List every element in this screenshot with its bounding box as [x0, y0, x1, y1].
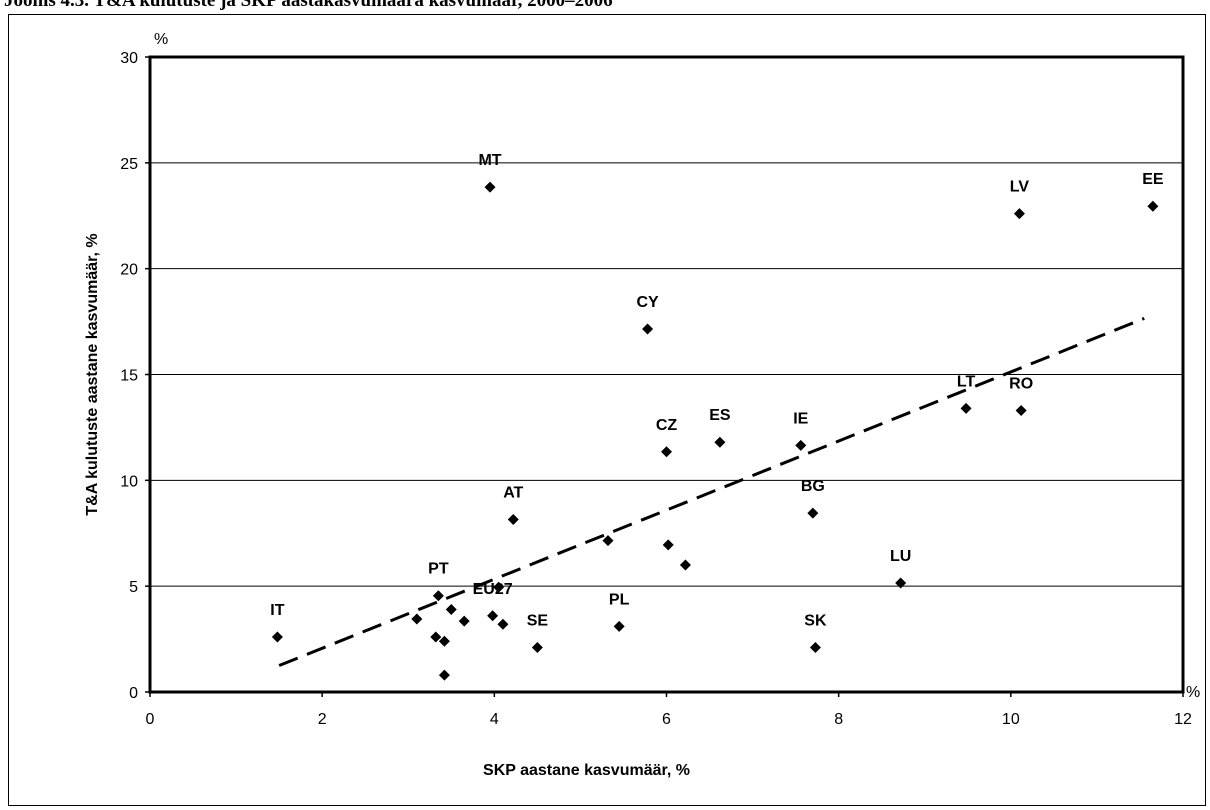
point-label: MT — [478, 152, 501, 169]
x-tick-label: 4 — [490, 711, 499, 728]
data-point — [642, 323, 654, 335]
trendline-group — [278, 317, 1145, 667]
data-point — [602, 535, 614, 547]
y-tick-label: 10 — [120, 473, 138, 490]
chart-frame — [8, 14, 1206, 806]
point-label: RO — [1009, 375, 1033, 392]
point-label: IE — [793, 410, 808, 427]
y-tick-label: 0 — [129, 685, 138, 702]
data-points — [271, 181, 1159, 681]
point-label: IT — [270, 602, 284, 619]
point-label: SK — [804, 613, 827, 630]
x-axis-title: SKP aastane kasvumäär, % — [483, 762, 690, 779]
y-tick-label: 20 — [120, 262, 138, 279]
point-label: LV — [1010, 179, 1030, 196]
point-label: SE — [527, 613, 549, 630]
x-tick-label: 10 — [1002, 711, 1020, 728]
data-point — [507, 513, 519, 525]
figure-caption: Joonis 4.3. T&A kulutuste ja SKP aastaka… — [4, 0, 613, 11]
point-label: PT — [428, 561, 449, 578]
data-point — [809, 642, 821, 654]
data-point — [714, 436, 726, 448]
point-label: AT — [503, 484, 523, 501]
point-label: BG — [801, 478, 825, 495]
data-point — [531, 642, 543, 654]
data-point — [679, 559, 691, 571]
figure-caption-clip: Joonis 4.3. T&A kulutuste ja SKP aastaka… — [0, 0, 1210, 14]
data-point — [795, 439, 807, 451]
data-point — [807, 507, 819, 519]
y-tick-label: 15 — [120, 368, 138, 385]
point-label: CY — [636, 294, 659, 311]
y-tick-label: 5 — [129, 579, 138, 596]
data-point — [271, 631, 283, 643]
data-point — [430, 631, 442, 643]
data-point — [445, 603, 457, 615]
data-point — [895, 577, 907, 589]
data-point — [411, 613, 423, 625]
point-label: LT — [957, 373, 976, 390]
x-tick-label: 12 — [1174, 711, 1192, 728]
point-labels: MT LV EE CY LT RO ES IE CZ AT BG LU IT PT EU27 SE PL SK — [270, 152, 1164, 629]
data-point — [960, 402, 972, 414]
x-tick-label: 2 — [318, 711, 327, 728]
data-point — [1147, 200, 1159, 212]
data-point — [1013, 208, 1025, 220]
x-tick-label: 0 — [146, 711, 155, 728]
point-label: CZ — [656, 417, 678, 434]
y-tick-label: 30 — [120, 50, 138, 67]
x-tick-label: 8 — [834, 711, 843, 728]
point-label: LU — [890, 548, 911, 565]
data-point — [497, 618, 509, 630]
axis-ticks: 0 5 10 15 20 25 30 0 2 4 6 8 10 12 — [120, 50, 1192, 728]
data-point — [438, 669, 450, 681]
data-point — [661, 446, 672, 458]
point-label: EE — [1142, 171, 1164, 188]
y-axis-unit: % — [154, 31, 168, 48]
x-axis-unit: % — [1186, 684, 1200, 701]
y-tick-label: 25 — [120, 156, 138, 173]
point-label: PL — [609, 591, 630, 608]
y-axis-title: T&A kulutuste aastane kasvumäär, % — [84, 233, 101, 515]
point-label: EU27 — [473, 581, 513, 598]
data-point — [613, 620, 625, 632]
trendline — [278, 317, 1145, 667]
data-point — [438, 635, 450, 647]
x-tick-label: 6 — [662, 711, 671, 728]
data-point — [484, 181, 496, 193]
data-point — [487, 610, 499, 622]
data-point — [662, 539, 674, 551]
data-point — [493, 581, 505, 593]
point-label: ES — [709, 407, 731, 424]
data-point — [458, 615, 470, 627]
data-point — [1015, 404, 1027, 416]
data-point — [432, 590, 444, 602]
gridlines — [150, 162, 1183, 587]
